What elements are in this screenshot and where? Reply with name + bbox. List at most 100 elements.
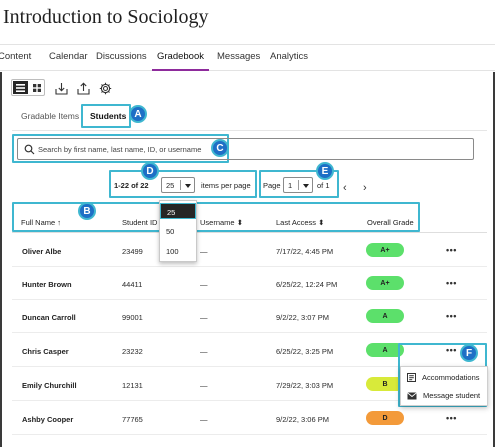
items-per-page-label: items per page [201,181,251,190]
last-access: 9/2/22, 3:06 PM [276,415,329,424]
last-access: 9/2/22, 3:07 PM [276,313,329,322]
chevron-down-icon [185,184,191,188]
student-name[interactable]: Emily Churchill [22,381,77,390]
table-row: Emily Churchill 12131 — 7/29/22, 3:03 PM… [12,368,487,401]
student-id: 77765 [122,415,143,424]
callout-box-d [109,170,257,198]
student-name[interactable]: Chris Casper [22,347,69,356]
last-access: 6/25/22, 12:24 PM [276,280,338,289]
grade-pill[interactable]: B [366,377,404,391]
student-username: — [200,313,208,322]
more-options-icon[interactable]: ••• [446,345,457,355]
student-id: 23499 [122,247,143,256]
gradebook-panel: Gradable Items Students A C D 1-22 of 22… [0,72,495,447]
more-options-icon[interactable]: ••• [446,311,457,321]
tab-messages[interactable]: Messages [217,51,261,62]
grade-pill[interactable]: A [366,343,404,357]
search-field[interactable] [17,138,474,160]
subtab-students[interactable]: Students [90,111,127,121]
page-value: 1 [288,181,293,190]
per-page-option-50[interactable]: 50 [166,227,175,236]
student-name[interactable]: Duncan Carroll [22,313,76,322]
table-header-divider [12,232,487,233]
page-label: Page [263,181,281,190]
tab-content[interactable]: Content [0,51,32,62]
course-nav: Content Calendar Discussions Gradebook M… [0,44,495,71]
student-username: — [200,280,208,289]
column-header-last-access[interactable]: Last Access ⬍ [276,218,324,227]
upload-icon[interactable] [76,81,90,95]
accommodations-icon [407,373,416,382]
student-username: — [200,381,208,390]
message-student-menu-item[interactable]: Message student [407,391,480,400]
last-access: 6/25/22, 3:25 PM [276,347,334,356]
subtab-gradable-items[interactable]: Gradable Items [21,111,80,121]
tab-calendar[interactable]: Calendar [49,51,88,62]
student-name[interactable]: Hunter Brown [22,280,72,289]
tab-analytics[interactable]: Analytics [270,51,309,62]
callout-badge-d: D [141,162,159,180]
page-select[interactable]: 1 [283,177,313,193]
tab-discussions[interactable]: Discussions [96,51,147,62]
sort-ascending-icon: ↑ [57,218,62,227]
previous-page-icon[interactable]: ‹ [343,182,347,194]
items-per-page-select[interactable]: 25 [161,177,195,193]
column-header-username[interactable]: Username ⬍ [200,218,243,227]
column-header-overall-grade[interactable]: Overall Grade [367,218,414,227]
view-toggle[interactable] [11,79,45,96]
callout-badge-e: E [316,162,334,180]
student-id: 99001 [122,313,143,322]
tab-gradebook[interactable]: Gradebook [157,51,205,62]
items-per-page-value: 25 [166,181,175,190]
divider [12,130,487,131]
accommodations-label: Accommodations [422,373,480,382]
search-input[interactable] [38,142,228,156]
message-student-label: Message student [423,391,481,400]
grade-pill[interactable]: A+ [366,276,404,290]
column-header-full-name-label: Full Name [21,218,56,227]
callout-badge-c: C [211,139,229,157]
next-page-icon[interactable]: › [363,182,367,194]
page-total: of 1 [317,181,330,190]
row-context-menu: Accommodations Message student [400,366,488,406]
student-id: 12131 [122,381,143,390]
column-header-username-label: Username [200,218,235,227]
download-icon[interactable] [54,81,68,95]
course-title: Introduction to Sociology [3,6,209,28]
chevron-down-icon [303,184,309,188]
callout-box-b [12,202,420,232]
callout-box-e [259,170,339,198]
table-row: Hunter Brown 44411 — 6/25/22, 12:24 PM A… [12,267,487,300]
table-row: Ashby Cooper 77765 — 9/2/22, 3:06 PM D •… [12,402,487,435]
per-page-option-25[interactable]: 25 [160,203,196,219]
sort-icon: ⬍ [318,218,325,227]
list-view-icon[interactable] [13,81,28,94]
column-header-full-name[interactable]: Full Name ↑ [21,218,61,227]
last-access: 7/17/22, 4:45 PM [276,247,334,256]
student-name[interactable]: Oliver Albe [22,247,62,256]
envelope-icon [407,391,417,399]
student-username: — [200,247,208,256]
student-id: 44411 [122,280,143,289]
grade-pill[interactable]: A+ [366,243,404,257]
student-name[interactable]: Ashby Cooper [22,415,74,424]
table-row: Chris Casper 23232 — 6/25/22, 3:25 PM A … [12,334,487,367]
callout-badge-f: F [460,344,478,362]
items-per-page-dropdown: 25 50 100 [159,200,197,262]
callout-box-a [81,104,131,128]
pagination-range: 1-22 of 22 [114,181,149,190]
more-options-icon[interactable]: ••• [446,278,457,288]
more-options-icon[interactable]: ••• [446,413,457,423]
sort-icon: ⬍ [236,218,243,227]
grid-view-icon[interactable] [29,81,44,94]
column-header-student-id[interactable]: Student ID [122,218,158,227]
grade-pill[interactable]: A [366,309,404,323]
column-header-last-access-label: Last Access [276,218,317,227]
accommodations-menu-item[interactable]: Accommodations [407,373,480,382]
settings-gear-icon[interactable] [98,81,112,95]
callout-badge-b: B [78,202,96,220]
grade-pill[interactable]: D [366,411,404,425]
more-options-icon[interactable]: ••• [446,245,457,255]
table-row: Oliver Albe 23499 — 7/17/22, 4:45 PM A+ … [12,234,487,267]
per-page-option-100[interactable]: 100 [166,247,179,256]
